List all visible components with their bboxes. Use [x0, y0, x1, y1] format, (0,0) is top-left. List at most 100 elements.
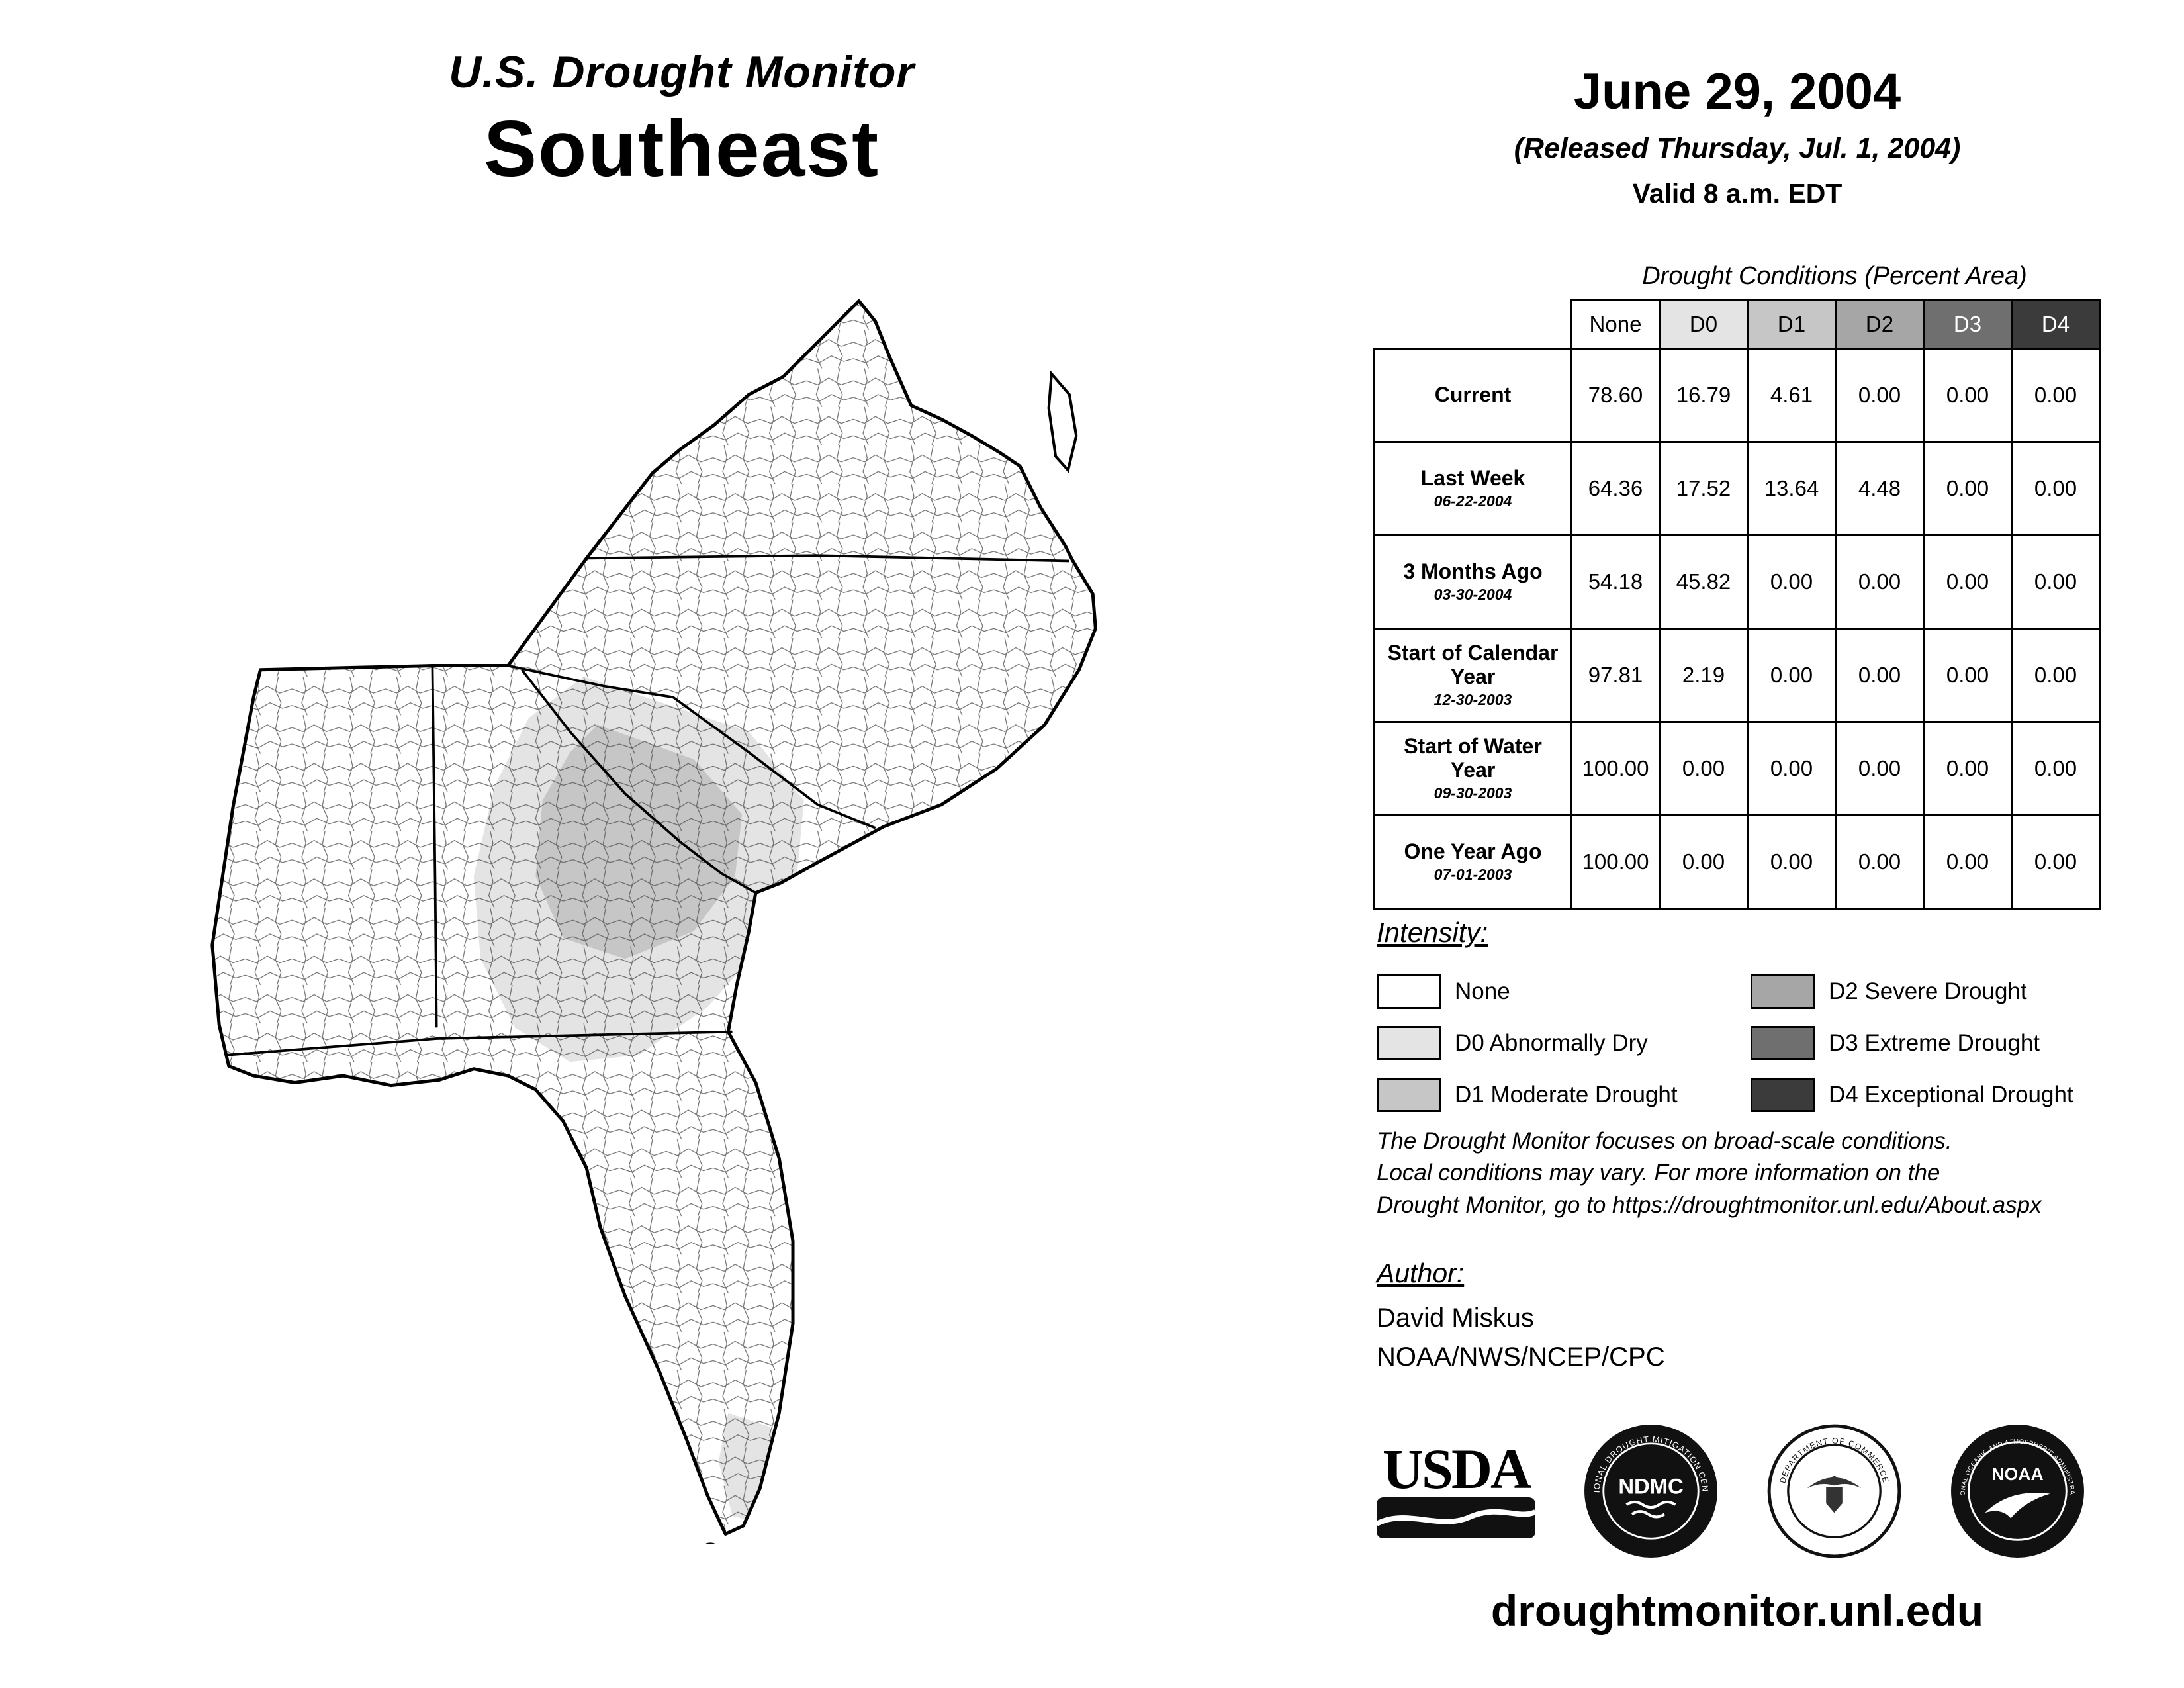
- cell-value: 54.18: [1570, 534, 1661, 630]
- cell-value: 4.48: [1835, 441, 1925, 536]
- cell-value: 0.00: [1923, 814, 2013, 910]
- row-label-current: Current: [1373, 348, 1572, 443]
- usda-swoosh-icon: [1375, 1497, 1537, 1538]
- cell-value: 0.00: [2011, 441, 2101, 536]
- cell-value: 0.00: [1923, 441, 2013, 536]
- commerce-seal-logo: DEPARTMENT OF COMMERCE: [1767, 1424, 1901, 1558]
- legend-grid: None D0 Abnormally Dry D1 Moderate Droug…: [1377, 966, 2184, 1121]
- ndmc-wordmark: NDMC: [1618, 1474, 1683, 1499]
- commerce-eagle-icon: [1807, 1476, 1862, 1513]
- col-header-d3: D3: [1923, 299, 2013, 350]
- row-label-start-calendar-year: Start of Calendar Year 12-30-2003: [1373, 628, 1572, 723]
- row-label-one-year-ago: One Year Ago 07-01-2003: [1373, 814, 1572, 910]
- table-caption: Drought Conditions (Percent Area): [1642, 262, 2027, 290]
- valid-time: Valid 8 a.m. EDT: [1632, 178, 1843, 209]
- legend-item-d2: D2 Severe Drought: [1751, 966, 2184, 1017]
- col-header-d2: D2: [1835, 299, 1925, 350]
- ga-sc-border: [521, 669, 756, 894]
- drought-conditions-table: None D0 D1 D2 D3 D4 Current 78.60 16.79 …: [1373, 299, 2101, 910]
- table-header-row: None D0 D1 D2 D3 D4: [1375, 299, 2101, 350]
- row-label-last-week: Last Week 06-22-2004: [1373, 441, 1572, 536]
- col-header-d4: D4: [2011, 299, 2101, 350]
- map-date: June 29, 2004: [1573, 64, 1901, 120]
- cell-value: 4.61: [1747, 348, 1837, 443]
- map-title-block: U.S. Drought Monitor Southeast: [218, 46, 1145, 195]
- cell-value: 0.00: [1659, 721, 1749, 816]
- none-swatch: [1377, 974, 1441, 1009]
- noaa-bird-icon: [1985, 1493, 2050, 1519]
- region-outline: [210, 299, 1097, 1536]
- cell-value: 0.00: [2011, 721, 2101, 816]
- va-nc-border: [586, 554, 1069, 563]
- legend-title: Intensity:: [1377, 917, 1488, 948]
- cell-value: 100.00: [1570, 814, 1661, 910]
- cell-value: 0.00: [1747, 814, 1837, 910]
- nc-sc-border: [508, 664, 876, 829]
- legend-item-d3: D3 Extreme Drought: [1751, 1017, 2184, 1069]
- d0-swatch: [1377, 1026, 1441, 1060]
- row-label-start-water-year: Start of Water Year 09-30-2003: [1373, 721, 1572, 816]
- cell-value: 0.00: [1835, 628, 1925, 723]
- cell-value: 0.00: [1835, 721, 1925, 816]
- author-org: NOAA/NWS/NCEP/CPC: [1377, 1342, 1665, 1372]
- cell-value: 0.00: [1835, 534, 1925, 630]
- cell-value: 78.60: [1570, 348, 1661, 443]
- legend-item-d4: D4 Exceptional Drought: [1751, 1069, 2184, 1121]
- cell-value: 16.79: [1659, 348, 1749, 443]
- cell-value: 0.00: [2011, 534, 2101, 630]
- cell-value: 0.00: [1923, 721, 2013, 816]
- cell-value: 0.00: [1835, 814, 1925, 910]
- cell-value: 0.00: [2011, 814, 2101, 910]
- col-header-d1: D1: [1747, 299, 1837, 350]
- disclaimer-line: The Drought Monitor focuses on broad-sca…: [1377, 1128, 1952, 1154]
- legend-item-d1: D1 Moderate Drought: [1377, 1069, 1751, 1121]
- footer-url: droughtmonitor.unl.edu: [1490, 1586, 1984, 1635]
- usda-logo: USDA: [1375, 1437, 1537, 1542]
- fl-north-border: [226, 1030, 733, 1056]
- disclaimer-line: Drought Monitor, go to https://droughtmo…: [1377, 1192, 2042, 1218]
- d3-swatch: [1751, 1026, 1815, 1060]
- al-ga-border: [431, 665, 438, 1028]
- author-heading: Author:: [1377, 1258, 1465, 1288]
- report-title: U.S. Drought Monitor: [449, 47, 915, 97]
- table-row: Last Week 06-22-2004 64.36 17.52 13.64 4…: [1373, 441, 2101, 536]
- legend-item-none: None: [1377, 966, 1751, 1017]
- cell-value: 0.00: [1747, 628, 1837, 723]
- cell-value: 0.00: [1923, 534, 2013, 630]
- state-boundaries: [226, 554, 1069, 1056]
- table-row: Start of Water Year 09-30-2003 100.00 0.…: [1373, 721, 2101, 816]
- ndmc-wave-icon: [1631, 1510, 1666, 1519]
- legend-item-d0: D0 Abnormally Dry: [1377, 1017, 1751, 1069]
- cell-value: 97.81: [1570, 628, 1661, 723]
- cell-value: 0.00: [1747, 534, 1837, 630]
- d1-swatch: [1377, 1078, 1441, 1112]
- usda-wordmark: USDA: [1382, 1437, 1531, 1501]
- cell-value: 0.00: [2011, 348, 2101, 443]
- table-row: Current 78.60 16.79 4.61 0.00 0.00 0.00: [1373, 348, 2101, 443]
- delmarva-peninsula: [1047, 370, 1078, 473]
- table-corner: [1375, 301, 1572, 349]
- disclaimer-text: The Drought Monitor focuses on broad-sca…: [1377, 1125, 2042, 1221]
- ndmc-logo: NATIONAL DROUGHT MITIGATION CENTER NDMC: [1583, 1423, 1717, 1558]
- map-svg: [210, 299, 1097, 1562]
- agency-logos: USDA NATIONAL DROUGHT MITIGATION CENTER …: [1375, 1420, 2085, 1562]
- row-label-3-months-ago: 3 Months Ago 03-30-2004: [1373, 534, 1572, 630]
- cell-value: 2.19: [1659, 628, 1749, 723]
- noaa-wordmark: NOAA: [1991, 1464, 2043, 1484]
- d4-swatch: [1751, 1078, 1815, 1112]
- cell-value: 100.00: [1570, 721, 1661, 816]
- cell-value: 0.00: [1747, 721, 1837, 816]
- release-block: June 29, 2004 (Released Thursday, Jul. 1…: [1373, 63, 2101, 209]
- table-row: 3 Months Ago 03-30-2004 54.18 45.82 0.00…: [1373, 534, 2101, 630]
- d2-swatch: [1751, 974, 1815, 1009]
- cell-value: 17.52: [1659, 441, 1749, 536]
- ndmc-wave-icon: [1625, 1500, 1676, 1509]
- cell-value: 64.36: [1570, 441, 1661, 536]
- cell-value: 0.00: [2011, 628, 2101, 723]
- table-row: One Year Ago 07-01-2003 100.00 0.00 0.00…: [1373, 814, 2101, 910]
- author-name: David Miskus: [1377, 1303, 1534, 1333]
- cell-value: 0.00: [1659, 814, 1749, 910]
- release-date: (Released Thursday, Jul. 1, 2004): [1514, 132, 1961, 164]
- cell-value: 45.82: [1659, 534, 1749, 630]
- table-row: Start of Calendar Year 12-30-2003 97.81 …: [1373, 628, 2101, 723]
